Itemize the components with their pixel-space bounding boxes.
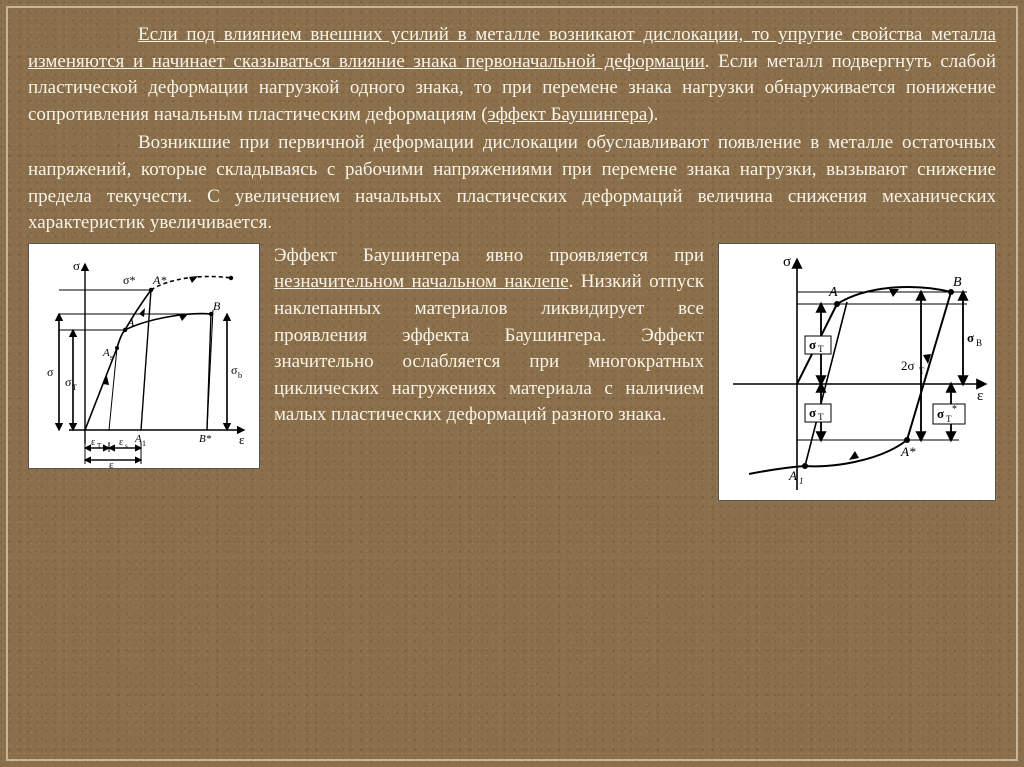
svg-text:T: T xyxy=(72,383,77,392)
svg-text:σ: σ xyxy=(65,375,72,389)
middle-paragraph: Эффект Баушингера явно проявляется при н… xyxy=(274,243,704,429)
figure-left-svg: σ ε xyxy=(29,244,261,470)
svg-text:ε: ε xyxy=(91,437,95,448)
svg-text:ε: ε xyxy=(239,432,245,447)
svg-text:B*: B* xyxy=(199,433,212,445)
paragraph-2: Возникшие при первичной деформации дисло… xyxy=(28,130,996,236)
svg-text:σ: σ xyxy=(967,330,974,345)
svg-text:A*: A* xyxy=(152,273,166,287)
svg-text:s: s xyxy=(125,442,128,450)
svg-text:T: T xyxy=(919,366,925,376)
svg-text:σ: σ xyxy=(47,365,54,379)
figure-right-svg: σ ε xyxy=(719,244,997,502)
figure-right-hysteresis: σ ε xyxy=(718,243,996,501)
svg-text:T: T xyxy=(818,412,824,422)
svg-text:B: B xyxy=(976,338,982,348)
svg-text:A: A xyxy=(126,315,135,329)
paragraph-1: Если под влиянием внешних усилий в метал… xyxy=(28,22,996,128)
svg-text:1: 1 xyxy=(799,476,804,486)
middle-text-a: Эффект Баушингера явно проявляется при xyxy=(274,245,704,266)
svg-text:T: T xyxy=(97,442,102,450)
svg-text:A: A xyxy=(828,285,838,300)
paragraph-1-term: эффект Баушингера xyxy=(488,104,648,125)
svg-text:A: A xyxy=(102,347,110,359)
svg-text:B: B xyxy=(953,275,962,290)
middle-text-c: . Низкий отпуск наклепанных материалов л… xyxy=(274,271,704,425)
figure-left-stress-strain: σ ε xyxy=(28,243,260,469)
svg-text:σ: σ xyxy=(809,405,816,420)
paragraph-1-tail: ). xyxy=(647,104,658,125)
svg-text:T: T xyxy=(818,344,824,354)
svg-text:σ: σ xyxy=(783,254,791,270)
svg-text:1: 1 xyxy=(142,439,146,448)
svg-text:σ: σ xyxy=(937,406,944,421)
svg-text:s: s xyxy=(110,353,113,362)
svg-text:ε: ε xyxy=(119,437,123,448)
svg-text:*: * xyxy=(952,404,957,415)
svg-text:A*: A* xyxy=(900,444,916,459)
svg-text:A: A xyxy=(788,468,797,483)
slide-content-frame: Если под влиянием внешних усилий в метал… xyxy=(6,6,1018,761)
svg-text:ε: ε xyxy=(109,459,114,470)
svg-text:σ: σ xyxy=(73,258,80,273)
svg-text:σ: σ xyxy=(809,337,816,352)
svg-text:σ*: σ* xyxy=(123,273,135,287)
figure-text-row: σ ε xyxy=(28,243,996,501)
slide-background: Если под влиянием внешних усилий в метал… xyxy=(0,0,1024,767)
svg-text:T: T xyxy=(946,414,952,424)
svg-text:σ: σ xyxy=(231,363,238,377)
middle-text-underlined: незначительном начальном наклепе xyxy=(274,271,569,292)
svg-text:B: B xyxy=(213,299,221,313)
svg-text:ε: ε xyxy=(977,388,983,404)
svg-text:2σ: 2σ xyxy=(901,358,915,373)
svg-text:b: b xyxy=(238,371,242,380)
